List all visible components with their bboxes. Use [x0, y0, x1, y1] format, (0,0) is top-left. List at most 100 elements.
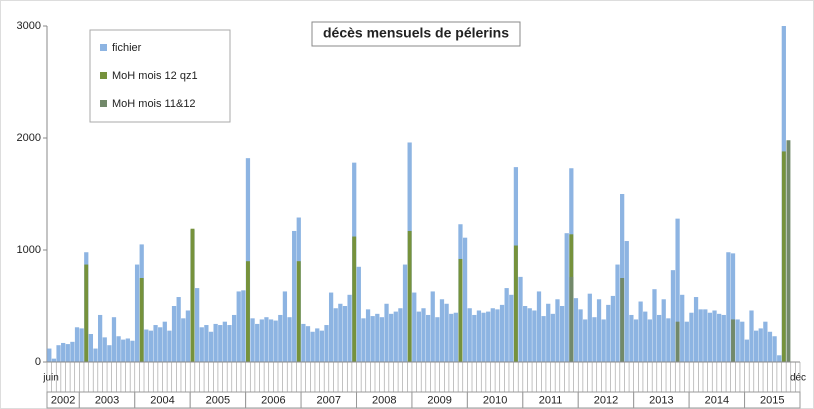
legend-label: MoH mois 12 qz1	[112, 70, 198, 82]
bar	[116, 336, 121, 362]
x-tick-label: juin	[42, 373, 59, 384]
bar	[324, 325, 329, 362]
bar	[338, 303, 343, 362]
bar	[121, 339, 126, 362]
bar	[305, 326, 311, 362]
bar	[222, 321, 227, 362]
bar	[772, 336, 777, 362]
year-label: 2005	[206, 394, 230, 406]
bar	[310, 331, 315, 362]
bar	[596, 299, 602, 362]
year-label: 2009	[427, 394, 451, 406]
legend-swatch	[100, 44, 107, 51]
bar	[125, 338, 130, 362]
legend-swatch	[100, 72, 107, 79]
bar	[490, 308, 495, 362]
bar	[693, 297, 699, 362]
legend-box	[89, 29, 231, 123]
bar	[777, 355, 782, 362]
bar	[259, 319, 264, 362]
bar	[47, 348, 52, 362]
bar	[467, 308, 472, 362]
bar	[375, 313, 380, 362]
bar	[162, 321, 167, 362]
bar	[726, 252, 731, 362]
bar	[190, 228, 195, 362]
bar	[218, 325, 223, 362]
bar	[407, 230, 412, 362]
bar	[675, 218, 680, 362]
bar	[624, 241, 629, 362]
bar	[481, 312, 486, 362]
bar	[550, 313, 555, 362]
bar	[449, 313, 454, 362]
bar	[398, 308, 403, 362]
bar	[204, 325, 209, 362]
year-label: 2008	[372, 394, 396, 406]
year-label: 2004	[150, 394, 174, 406]
bar	[592, 317, 597, 362]
bar	[421, 308, 426, 362]
bar	[148, 330, 154, 362]
bar	[486, 311, 491, 362]
bar	[721, 314, 726, 362]
bar	[499, 304, 505, 362]
bar	[707, 312, 713, 362]
bar	[384, 303, 389, 362]
bar	[365, 309, 371, 362]
bar	[453, 312, 458, 362]
bar	[287, 317, 292, 362]
bar	[513, 245, 518, 362]
bar	[402, 264, 408, 362]
legend-label: fichier	[112, 42, 142, 54]
bar	[767, 331, 773, 362]
bar	[564, 233, 569, 362]
chart-title: décès mensuels de pélerins	[323, 25, 509, 41]
bar	[532, 310, 537, 362]
bar	[643, 311, 648, 362]
bar	[573, 298, 579, 362]
bar	[629, 314, 634, 362]
bar	[185, 310, 191, 362]
bar	[292, 230, 297, 362]
bar	[781, 151, 786, 362]
bar	[342, 306, 348, 362]
bar	[111, 317, 117, 362]
bar	[703, 309, 708, 362]
bar	[555, 299, 560, 362]
bar	[730, 253, 736, 362]
bar	[236, 291, 241, 362]
bar	[680, 294, 685, 362]
bar	[698, 309, 703, 362]
bar	[361, 318, 366, 362]
year-box	[744, 391, 801, 409]
y-tick-label: 0	[35, 356, 41, 368]
bar	[670, 270, 676, 362]
bar	[144, 329, 149, 362]
year-label: 2006	[261, 394, 285, 406]
bar	[296, 261, 301, 362]
bar	[620, 278, 625, 362]
bar	[181, 318, 186, 362]
bar	[763, 321, 768, 362]
bar	[255, 323, 260, 362]
y-tick-label: 3000	[17, 20, 41, 32]
bar	[301, 323, 306, 362]
bar	[647, 319, 652, 362]
y-tick-label: 1000	[17, 244, 41, 256]
bar	[56, 345, 61, 362]
bar	[134, 264, 140, 362]
bar	[717, 313, 722, 362]
bar	[245, 261, 250, 362]
bar	[74, 327, 80, 362]
bar	[227, 325, 232, 362]
bar	[213, 323, 218, 362]
bar	[744, 339, 749, 362]
bar	[379, 317, 385, 362]
bar	[712, 310, 717, 362]
bar	[472, 314, 477, 362]
legend-swatch	[100, 100, 107, 107]
bar	[578, 309, 583, 362]
bar	[393, 311, 398, 362]
